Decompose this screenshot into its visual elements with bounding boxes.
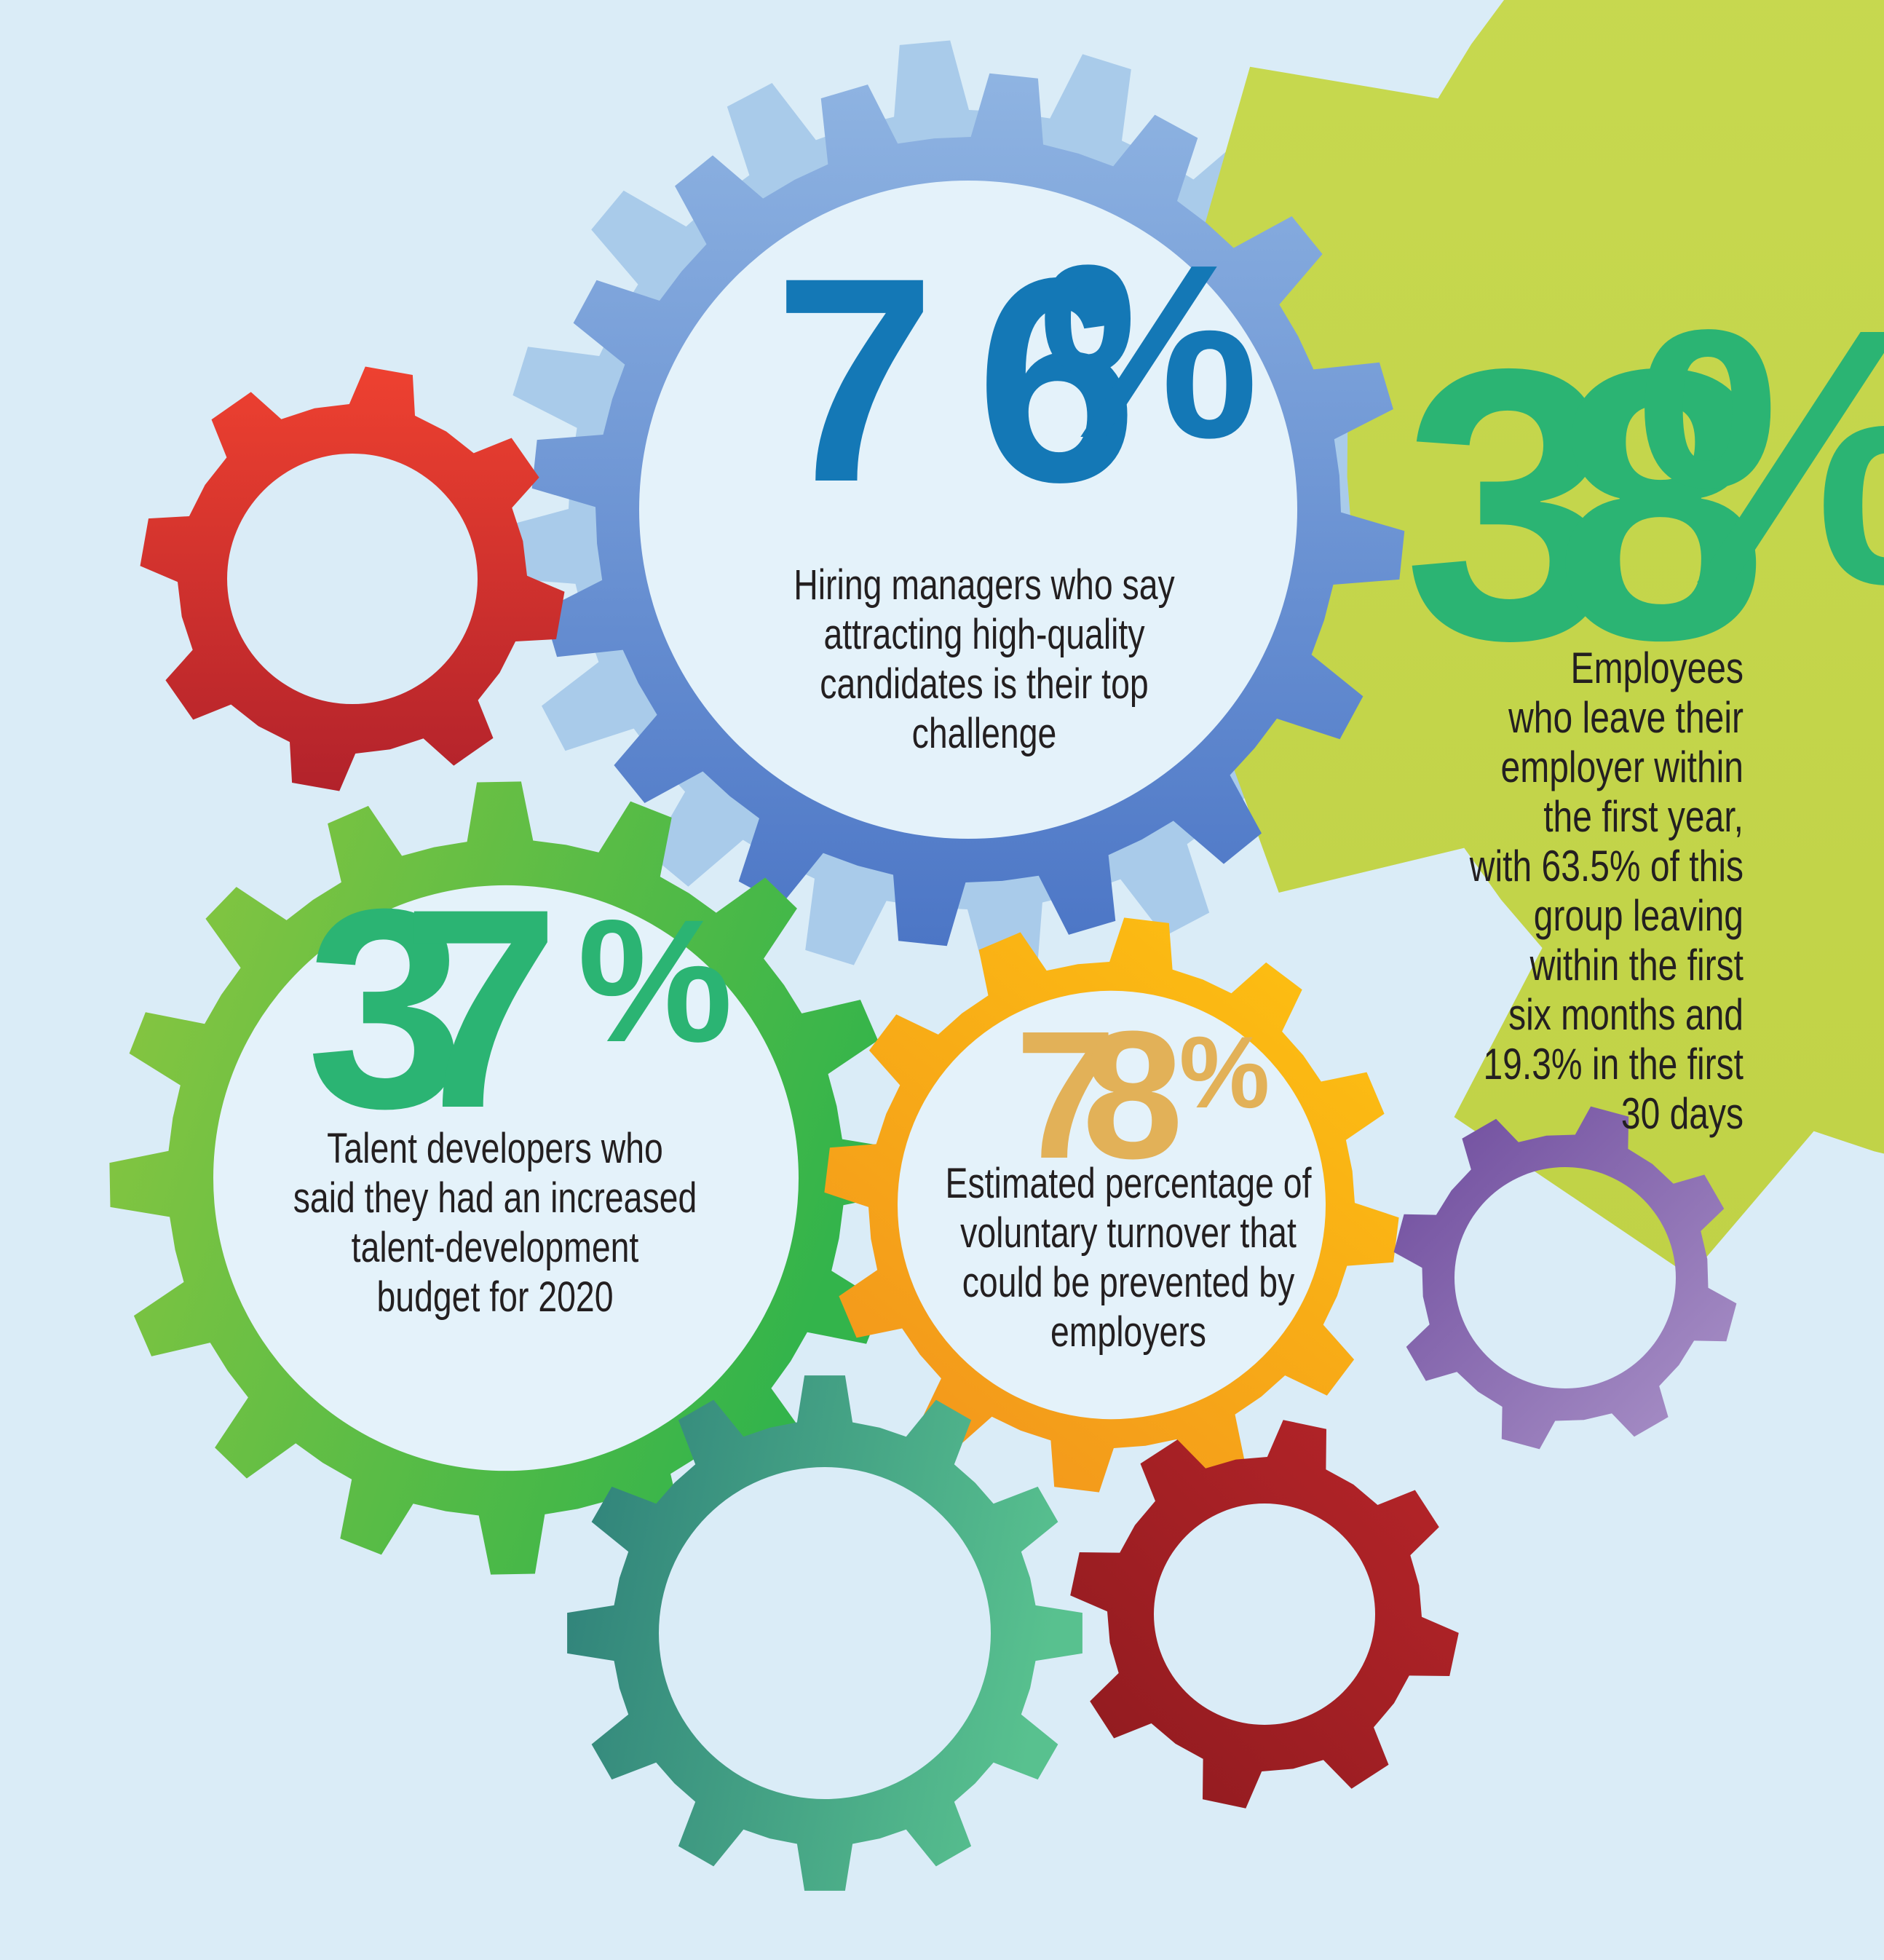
green-gear-inner-circle: [205, 877, 807, 1479]
stat-talent-value: 37: [306, 850, 560, 1167]
dark-red-gear: [1070, 1420, 1459, 1809]
gear-layer: [109, 0, 1884, 1891]
stat-turnover-value: 78: [1016, 993, 1184, 1196]
stat-turnover-caption: Estimated percentage of voluntary turnov…: [945, 1160, 1312, 1356]
stat-employees-value: 38: [1404, 289, 1768, 720]
teal-gear: [567, 1375, 1082, 1891]
stat-turnover-percent-sign: %: [1179, 1015, 1270, 1129]
stat-hiring-caption: Hiring managers who say attracting high-…: [793, 561, 1175, 757]
blue-gear-inner-circle: [630, 172, 1306, 847]
orange-gear-inner-circle: [889, 982, 1334, 1428]
stat-employees-percent-sign: %: [1636, 253, 1884, 660]
stat-talent-percent-sign: %: [577, 883, 732, 1078]
stat-talent-caption: Talent developers who said they had an i…: [293, 1125, 697, 1321]
stat-employees-caption: Employees who leave their employer withi…: [1469, 644, 1744, 1138]
lime-gear: [1171, 0, 1884, 1276]
stat-hiring-percent-sign: %: [1039, 213, 1259, 490]
red-gear: [140, 366, 565, 791]
purple-gear: [1393, 1106, 1737, 1450]
